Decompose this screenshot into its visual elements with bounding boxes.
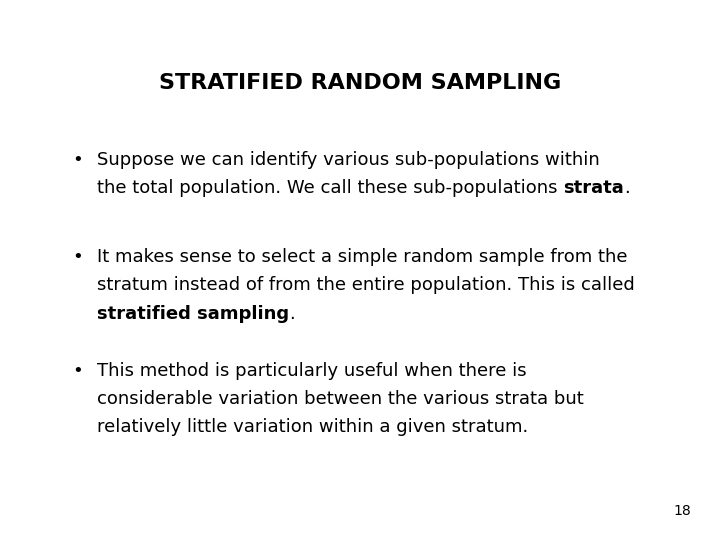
Text: •: • — [72, 248, 83, 266]
Text: •: • — [72, 362, 83, 380]
Text: 18: 18 — [673, 504, 691, 518]
Text: considerable variation between the various strata but: considerable variation between the vario… — [97, 390, 584, 408]
Text: strata: strata — [564, 179, 624, 197]
Text: stratified sampling: stratified sampling — [97, 305, 289, 322]
Text: •: • — [72, 151, 83, 169]
Text: the total population. We call these sub-populations: the total population. We call these sub-… — [97, 179, 564, 197]
Text: stratum instead of from the entire population. This is called: stratum instead of from the entire popul… — [97, 276, 635, 294]
Text: .: . — [624, 179, 630, 197]
Text: Suppose we can identify various sub-populations within: Suppose we can identify various sub-popu… — [97, 151, 600, 169]
Text: STRATIFIED RANDOM SAMPLING: STRATIFIED RANDOM SAMPLING — [159, 73, 561, 93]
Text: This method is particularly useful when there is: This method is particularly useful when … — [97, 362, 527, 380]
Text: relatively little variation within a given stratum.: relatively little variation within a giv… — [97, 418, 528, 436]
Text: .: . — [289, 305, 295, 322]
Text: It makes sense to select a simple random sample from the: It makes sense to select a simple random… — [97, 248, 628, 266]
